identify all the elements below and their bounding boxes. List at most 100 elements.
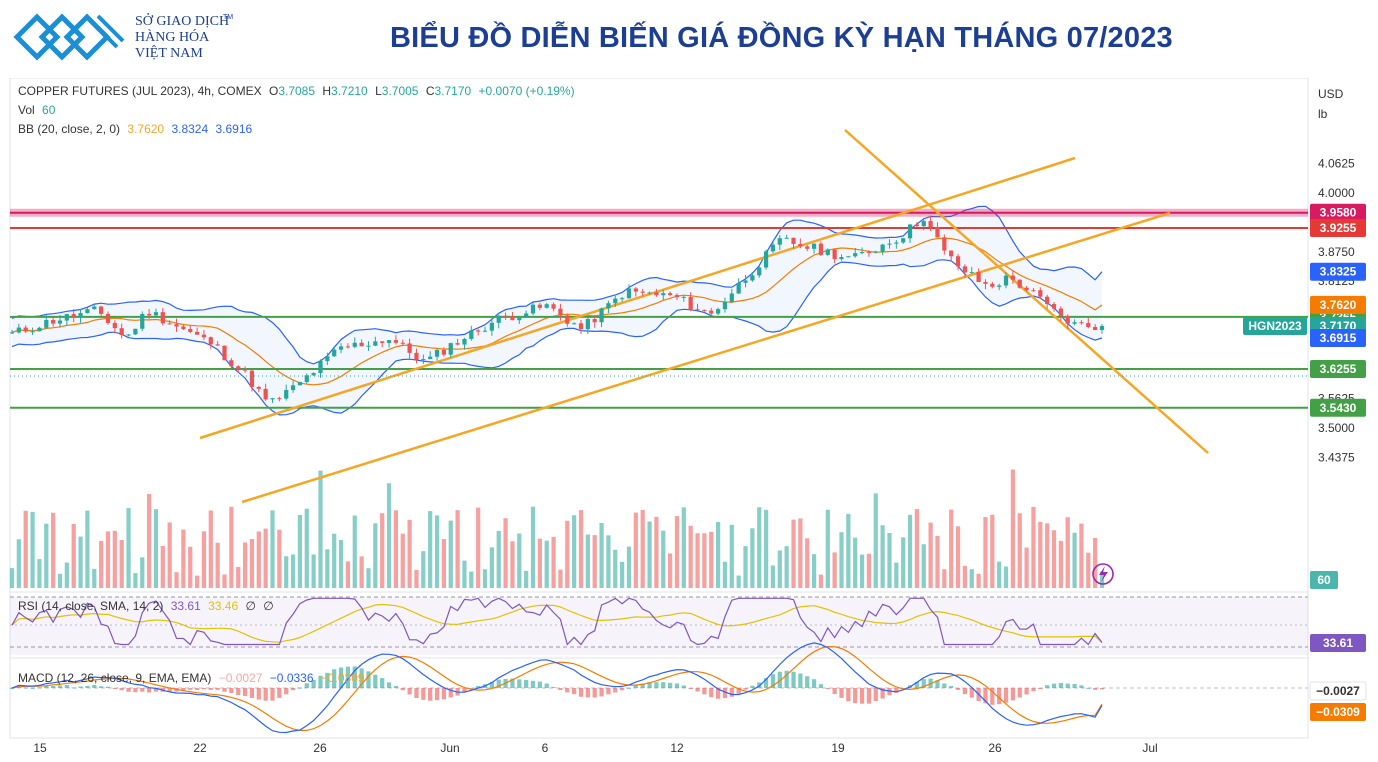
volume-bar	[78, 536, 83, 588]
volume-bar	[1003, 566, 1009, 588]
macd-histogram-bar	[1038, 688, 1043, 689]
volume-bar	[1065, 517, 1070, 588]
macd-histogram-bar	[304, 683, 309, 688]
candle-body	[530, 304, 536, 314]
volume-bar	[661, 530, 666, 588]
volume-bar	[284, 556, 289, 588]
macd-tag-bg-0	[1309, 681, 1367, 701]
volume-bar	[702, 533, 707, 588]
macd-histogram-bar	[16, 686, 21, 688]
alert-icon[interactable]	[1092, 563, 1114, 585]
candle-body	[592, 319, 597, 323]
change-value: +0.0070 (+0.19%)	[478, 84, 575, 98]
macd-tag-bg-1	[1310, 703, 1366, 721]
candle-body	[277, 398, 282, 400]
candle-body	[57, 320, 63, 324]
volume-bar	[887, 533, 892, 588]
candle-body	[105, 313, 111, 323]
volume-bar	[558, 569, 563, 588]
bb-lower-line	[11, 259, 1103, 416]
macd-histogram-bar	[338, 667, 344, 688]
volume-bar	[290, 554, 296, 588]
volume-bar	[119, 540, 124, 588]
volume-bar	[983, 517, 988, 588]
candle-body	[37, 327, 42, 332]
volume-legend: Vol 60	[18, 103, 59, 117]
volume-bar	[880, 525, 885, 588]
price-tags: 3.95803.92553.73653.62553.54303.83253.76…	[1243, 203, 1367, 721]
candle-body	[839, 257, 844, 260]
volume-bar	[85, 510, 90, 588]
volume-bar	[400, 533, 405, 588]
volume-bar	[201, 531, 207, 588]
volume-bar	[510, 541, 515, 588]
level-tag-3-bg	[1310, 360, 1366, 379]
candle-body	[887, 243, 892, 245]
candle-body	[482, 330, 488, 332]
candle-body	[373, 341, 378, 346]
candle-body	[318, 361, 323, 374]
macd-histogram-bar	[126, 688, 131, 692]
candle-body	[613, 298, 618, 304]
macd-histogram-bar	[44, 685, 49, 688]
macd-histogram-bar	[894, 688, 899, 693]
bb-upper-tag: 3.8325	[1320, 265, 1357, 279]
macd-histogram-bar	[962, 688, 968, 695]
volume-bar	[777, 550, 782, 588]
volume-bar	[530, 506, 536, 588]
vol-label: Vol	[18, 103, 35, 117]
volume-bar	[1045, 523, 1050, 588]
time-tick-label: 19	[831, 741, 845, 755]
header: SỞ GIAO DỊCH HÀNG HÓA VIỆT NAM TM BIỂU Đ…	[0, 0, 1378, 78]
volume-bar	[955, 526, 961, 588]
volume-bar	[160, 546, 165, 588]
macd-line	[11, 642, 1103, 734]
macd-histogram-bar	[290, 688, 296, 691]
volume-bar	[969, 569, 974, 588]
volume-bar	[476, 507, 481, 588]
volume-bar	[92, 568, 97, 588]
candle-body	[832, 249, 837, 260]
time-tick-label: 22	[193, 741, 207, 755]
candle-body	[715, 309, 721, 314]
candle-body	[188, 329, 193, 332]
macd-histogram-bar	[421, 688, 426, 700]
candle-body	[517, 317, 522, 321]
macd-histogram-bar	[565, 688, 570, 693]
candle-body	[1051, 304, 1057, 309]
macd-histogram-bar	[887, 688, 892, 696]
currency-label: USD	[1318, 87, 1344, 101]
candle-body	[208, 337, 213, 345]
macd-histogram-bar	[352, 666, 357, 688]
candle-body	[359, 342, 364, 347]
macd-histogram-bar	[469, 688, 474, 689]
time-tick-label: 26	[988, 741, 1002, 755]
candle-body	[489, 322, 494, 331]
candle-body	[167, 323, 172, 325]
volume-bar	[599, 522, 604, 588]
candle-body	[421, 359, 426, 361]
close-label: C	[425, 84, 435, 98]
price-tick-label: 4.0000	[1318, 186, 1355, 200]
volume-bar	[626, 546, 632, 588]
macd-histogram-bar	[270, 688, 275, 701]
macd-histogram-bar	[517, 679, 522, 688]
candle-body	[729, 293, 734, 302]
macd-histogram-bar	[613, 688, 618, 693]
level-tag-0-bg	[1310, 203, 1366, 222]
macd-histogram-bar	[407, 688, 412, 695]
candle-body	[153, 312, 159, 316]
volume-bar	[64, 562, 69, 588]
candle-body	[578, 323, 584, 330]
macd-histogram-bar	[105, 686, 111, 688]
macd-histogram-bar	[85, 685, 90, 688]
volume-bars	[9, 469, 1105, 588]
macd-histogram-bar	[201, 688, 207, 690]
bb-mid-tag: 3.7620	[1320, 298, 1357, 312]
symbol-tag: HGN2023	[1248, 319, 1302, 333]
macd-histogram-bar	[1072, 683, 1077, 688]
candle-body	[119, 328, 124, 336]
macd-histogram-bar	[880, 688, 885, 699]
volume-bar	[325, 549, 330, 588]
macd-histogram-bar	[393, 686, 399, 688]
